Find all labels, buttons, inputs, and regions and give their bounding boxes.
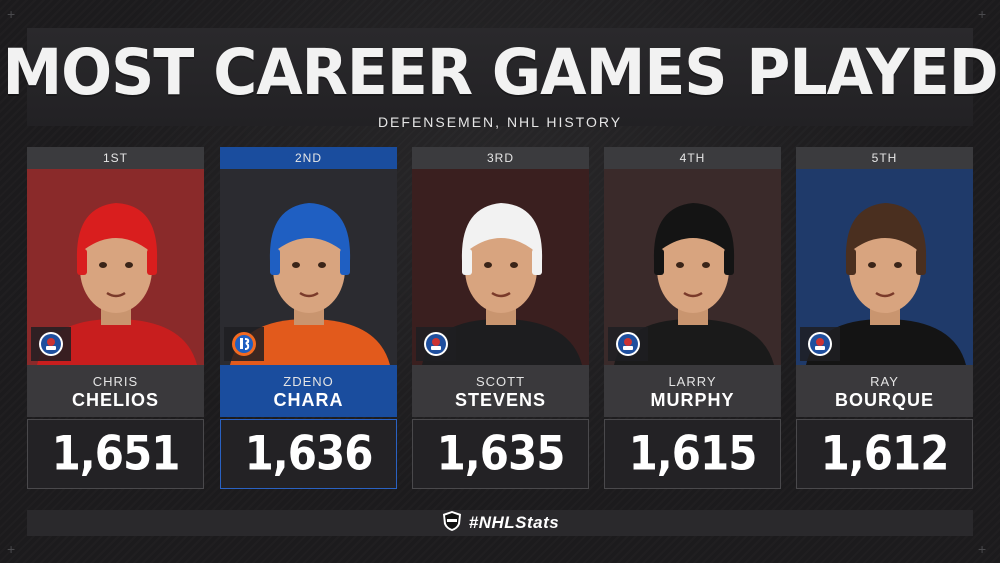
footer-band	[27, 510, 973, 536]
hashtag: #NHLStats	[468, 513, 560, 532]
name-block: ZDENO CHARA	[220, 365, 397, 417]
hall-of-fame-icon	[608, 327, 648, 361]
player-first-name: LARRY	[668, 374, 717, 389]
player-photo	[27, 169, 204, 365]
player-card: 1ST CHRIS CHELIOS 1,651	[27, 147, 204, 489]
player-last-name: CHARA	[273, 390, 344, 410]
corner-plus-icon: +	[978, 6, 987, 22]
player-card: 5TH RAY BOURQUE 1,612	[796, 147, 973, 489]
title-band	[27, 28, 973, 126]
games-played-box: 1,615	[604, 419, 781, 489]
games-played-value: 1,651	[51, 426, 181, 481]
player-last-name: STEVENS	[454, 390, 547, 410]
player-first-name: ZDENO	[283, 374, 334, 389]
player-photo	[604, 169, 781, 365]
footer: #NHLStats	[0, 510, 1000, 537]
player-first-name: RAY	[870, 374, 899, 389]
name-block: SCOTT STEVENS	[412, 365, 589, 417]
rank-label: 3RD	[412, 147, 589, 169]
player-card: 2ND ZDENO CHARA 1,636	[220, 147, 397, 489]
games-played-value: 1,635	[436, 426, 566, 481]
player-card: 4TH LARRY MURPHY 1,615	[604, 147, 781, 489]
rank-label: 1ST	[27, 147, 204, 169]
player-last-name: BOURQUE	[834, 390, 934, 410]
corner-plus-icon: +	[978, 541, 987, 557]
games-played-value: 1,636	[244, 426, 374, 481]
games-played-box: 1,636	[220, 419, 397, 489]
games-played-box: 1,612	[796, 419, 973, 489]
name-block: LARRY MURPHY	[604, 365, 781, 417]
corner-plus-icon: +	[7, 541, 16, 557]
player-last-name: CHELIOS	[71, 390, 159, 410]
hall-of-fame-icon	[416, 327, 456, 361]
games-played-box: 1,635	[412, 419, 589, 489]
rank-label: 5TH	[796, 147, 973, 169]
page-title: MOST CAREER GAMES PLAYED	[2, 36, 998, 110]
player-photo	[796, 169, 973, 365]
hall-of-fame-icon	[31, 327, 71, 361]
nhl-shield-icon	[441, 510, 463, 537]
games-played-box: 1,651	[27, 419, 204, 489]
player-first-name: CHRIS	[92, 374, 139, 389]
name-block: CHRIS CHELIOS	[27, 365, 204, 417]
islanders-logo-icon	[224, 327, 264, 361]
games-played-value: 1,615	[628, 426, 758, 481]
corner-plus-icon: +	[7, 6, 16, 22]
name-block: RAY BOURQUE	[796, 365, 973, 417]
rank-label: 2ND	[220, 147, 397, 169]
player-photo	[412, 169, 589, 365]
player-photo	[220, 169, 397, 365]
player-first-name: SCOTT	[475, 374, 526, 389]
page-subtitle: DEFENSEMEN, NHL HISTORY	[377, 114, 623, 130]
player-card: 3RD SCOTT STEVENS 1,635	[412, 147, 589, 489]
player-last-name: MURPHY	[650, 390, 735, 410]
rank-label: 4TH	[604, 147, 781, 169]
hall-of-fame-icon	[800, 327, 840, 361]
games-played-value: 1,612	[820, 426, 950, 481]
